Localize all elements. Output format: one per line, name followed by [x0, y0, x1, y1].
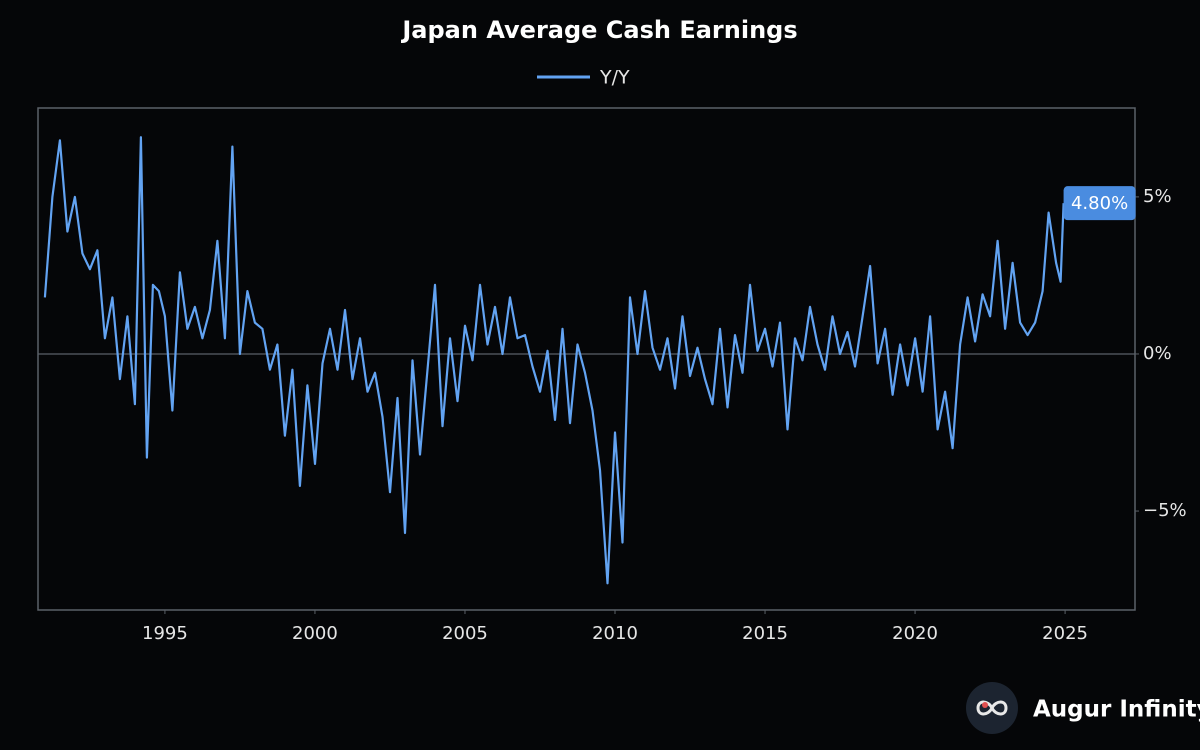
plot-frame — [37, 107, 1136, 611]
chart-title: Japan Average Cash Earnings — [400, 16, 797, 44]
brand: Augur Infinity — [966, 682, 1200, 734]
brand-dot — [982, 702, 988, 708]
y-tick-label: −5% — [1143, 500, 1187, 521]
x-tick-label: 2000 — [292, 623, 338, 644]
y-tick-label: 0% — [1143, 343, 1172, 364]
value-badge — [1063, 186, 1136, 221]
x-tick-label: 2025 — [1042, 623, 1088, 644]
brand-name: Augur Infinity — [1033, 697, 1200, 723]
x-tick-label: 2005 — [442, 623, 488, 644]
x-tick-label: 2010 — [592, 623, 638, 644]
series-line — [43, 136, 1065, 585]
y-tick-label: 5% — [1143, 186, 1172, 207]
value-badge-label: 4.80% — [1071, 193, 1128, 214]
x-tick-label: 2015 — [742, 623, 788, 644]
legend-label: Y/Y — [599, 67, 630, 89]
legend-item: Y/Y — [537, 67, 630, 89]
brand-icon — [976, 700, 1008, 716]
x-tick-label: 1995 — [142, 623, 188, 644]
x-tick-label: 2020 — [892, 623, 938, 644]
